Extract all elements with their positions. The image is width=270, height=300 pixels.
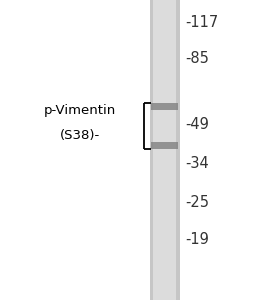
Text: -49: -49 [185, 117, 209, 132]
Bar [176, 0, 180, 300]
Text: -85: -85 [185, 51, 209, 66]
Text: -19: -19 [185, 232, 209, 247]
Bar [150, 0, 180, 300]
Text: (S38)-: (S38)- [59, 129, 100, 142]
Bar [151, 103, 178, 110]
Text: p-Vimentin: p-Vimentin [43, 103, 116, 117]
Text: -25: -25 [185, 195, 209, 210]
Text: -117: -117 [185, 15, 218, 30]
Bar [150, 0, 153, 300]
Bar [151, 142, 178, 149]
Text: -34: -34 [185, 156, 209, 171]
